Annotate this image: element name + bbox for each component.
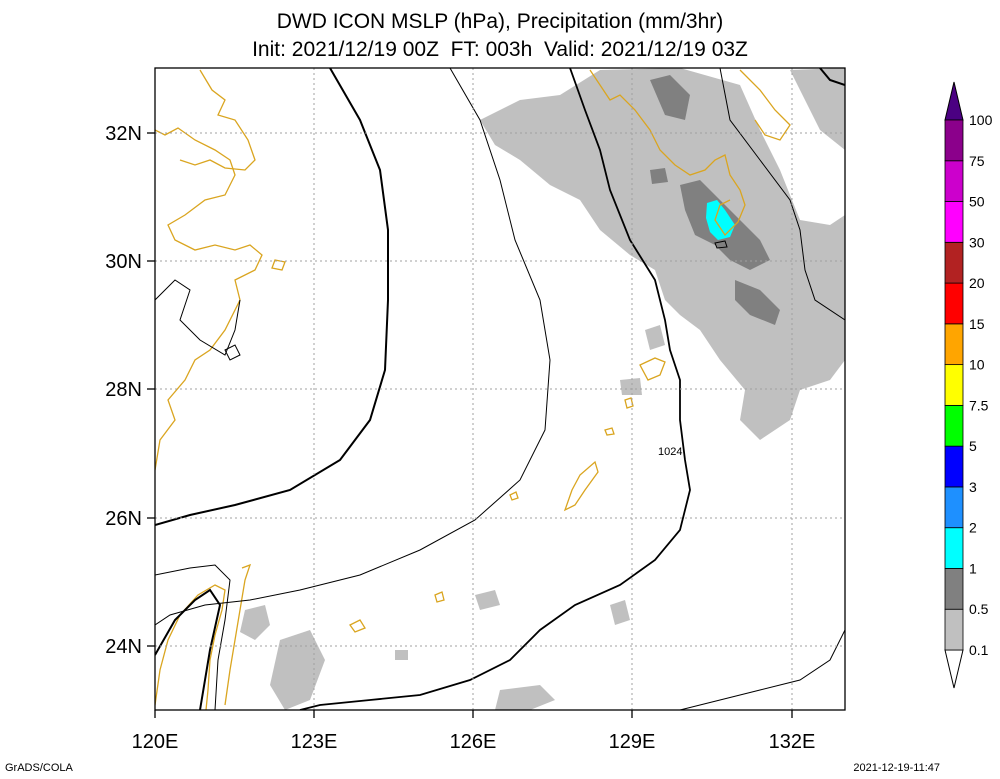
coastline-ryukyu-small-5: [624, 397, 634, 409]
y-tick-label: 32N: [105, 123, 142, 145]
colorbar-label: 1: [969, 560, 977, 576]
colorbar-swatch: [944, 568, 964, 610]
colorbar-swatch: [944, 445, 964, 488]
precip-area-south-central: [475, 590, 500, 610]
isobar-1024: [299, 68, 691, 710]
colorbar-label: 10: [969, 357, 985, 373]
colorbar-label: 5: [969, 438, 977, 454]
colorbar-label: 30: [969, 234, 985, 250]
colorbar-label: 0.5: [969, 601, 989, 617]
coastlines: [155, 69, 791, 710]
isobar-closed-kyushu: [714, 240, 728, 249]
axis-ticks: [147, 132, 793, 718]
precip-moderate-small: [650, 168, 668, 184]
y-tick-label: 24N: [105, 636, 142, 658]
precip-area-south-dot: [395, 650, 408, 660]
colorbar-swatch: [944, 241, 964, 284]
coastline-ryukyu-small-4: [604, 427, 615, 436]
isobar-thin-east: [719, 68, 845, 321]
colorbar: 0.1 0.5 1 2 3 5 7.5 10 15 20 30 50 75 100: [944, 81, 993, 689]
coastline-ryukyu-central: [563, 460, 599, 512]
isobar-1024-label: 1024: [658, 446, 682, 458]
x-axis-labels: 120E 123E 126E 129E 132E: [132, 731, 816, 753]
precip-moderate-north: [650, 75, 690, 120]
x-tick-label: 120E: [132, 731, 179, 753]
precip-area-east-edge: [790, 68, 845, 150]
colorbar-swatch: [944, 201, 964, 243]
colorbar-label: 100: [969, 112, 993, 128]
precip-area-southeast: [495, 685, 555, 710]
colorbar-label: 75: [969, 153, 985, 169]
colorbar-label: 50: [969, 194, 985, 210]
colorbar-swatch: [944, 404, 964, 447]
precip-area-east-small-2: [620, 378, 642, 395]
colorbar-swatch: [944, 282, 964, 325]
coastline-zhoushan: [271, 259, 286, 271]
precip-area-east-small: [645, 325, 665, 350]
precip-area-south: [270, 630, 325, 710]
x-tick-label: 132E: [769, 731, 816, 753]
precip-heavy-area: [706, 200, 735, 240]
colorbar-label: 7.5: [969, 397, 989, 413]
grid-lines: [155, 68, 845, 710]
chart-title: DWD ICON MSLP (hPa), Precipitation (mm/3…: [276, 10, 724, 33]
y-axis-labels: 32N 30N 28N 26N 24N: [105, 123, 142, 658]
colorbar-swatch: [944, 119, 964, 162]
colorbar-swatch: [944, 160, 964, 202]
colorbar-label: 2: [969, 520, 977, 536]
x-tick-label: 126E: [450, 731, 497, 753]
isobar-thin-southeast: [679, 629, 845, 710]
x-tick-label: 123E: [291, 731, 338, 753]
isobar-thin-central: [155, 68, 551, 626]
y-tick-label: 26N: [105, 508, 142, 530]
colorbar-label: 15: [969, 316, 985, 332]
coastline-taiwan: [155, 584, 226, 710]
coastline-ryukyu-small-2: [434, 591, 445, 603]
chart-subtitle: Init: 2021/12/19 00Z FT: 003h Valid: 202…: [252, 38, 748, 61]
colorbar-swatch: [944, 486, 964, 529]
isobar-thin-china: [155, 279, 241, 356]
isobar-northeast-corner: [819, 68, 845, 86]
isobar-closed-small: [224, 344, 241, 361]
colorbar-label: 0.1: [969, 642, 989, 658]
y-tick-label: 28N: [105, 379, 142, 401]
map-plot-area: 1024: [155, 68, 845, 710]
footer-timestamp: 2021-12-19-11:47: [853, 762, 940, 774]
isobars: [155, 68, 845, 710]
colorbar-swatch: [944, 323, 964, 366]
precip-area-northeast: [480, 68, 845, 440]
isobar-thin-southwest: [155, 564, 231, 710]
precip-area-southwest: [240, 605, 270, 640]
colorbar-label: 3: [969, 479, 977, 495]
coastline-ryukyu-small-3: [349, 619, 366, 633]
isobar-thick-west: [155, 68, 389, 526]
coastline-shikoku: [739, 69, 791, 141]
x-tick-label: 129E: [609, 731, 656, 753]
coastline-fujian: [224, 563, 252, 706]
isobar-thick-taiwan: [155, 588, 222, 710]
colorbar-label: 20: [969, 275, 985, 291]
coastline-ryukyu-small-1: [509, 491, 519, 501]
coastline-china-north: [179, 69, 256, 171]
coastline-ryukyu-north: [639, 357, 666, 381]
colorbar-swatch: [944, 527, 964, 569]
colorbar-swatch: [944, 364, 964, 406]
footer-software-label: GrADS/COLA: [5, 762, 73, 774]
precip-moderate-east: [735, 280, 780, 325]
colorbar-swatch: [944, 608, 964, 651]
precip-area-south-small: [610, 600, 630, 625]
precip-light-areas: [240, 68, 845, 710]
coastline-korea-kyushu: [589, 69, 746, 237]
colorbar-min-arrow: [944, 649, 964, 689]
colorbar-max-arrow: [944, 81, 964, 121]
coastline-china-mainland: [155, 127, 263, 471]
y-tick-label: 30N: [105, 251, 142, 273]
